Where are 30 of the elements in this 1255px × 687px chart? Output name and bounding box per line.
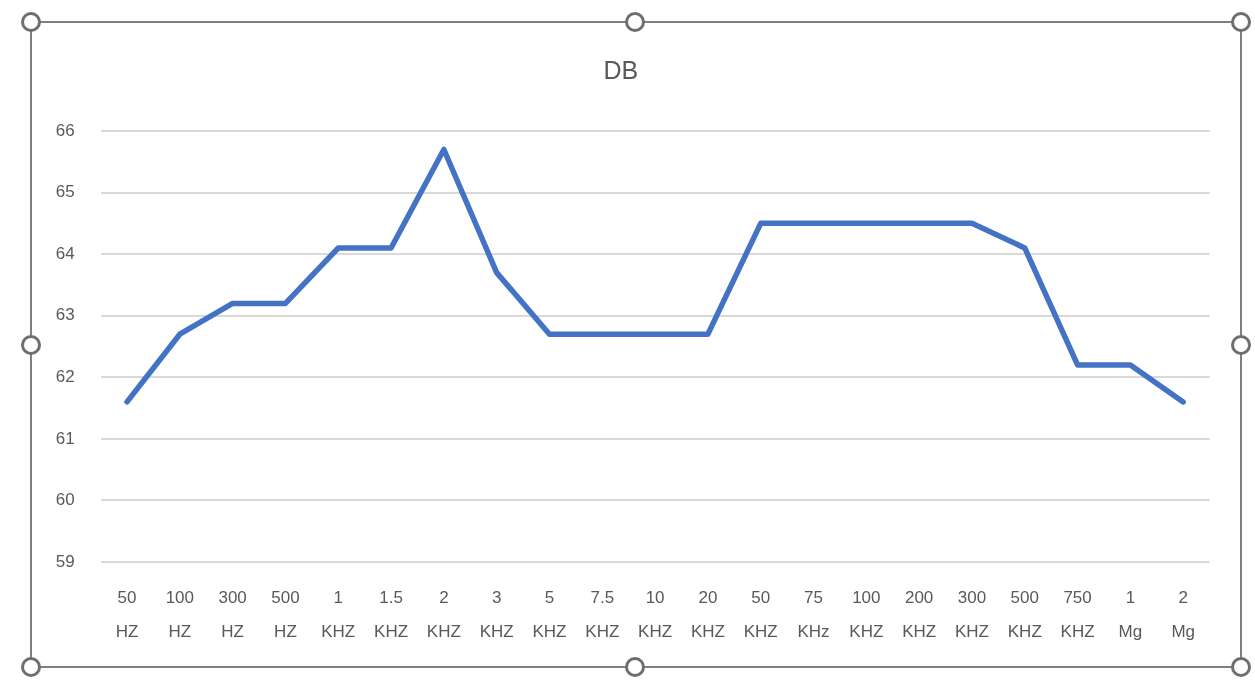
y-tick-label: 66	[55, 120, 75, 140]
x-tick-label: 500 KHZ	[1007, 587, 1042, 641]
x-tick-label: 1.5 KHZ	[374, 587, 409, 641]
y-tick-label: 62	[55, 366, 75, 386]
x-tick-label: 50 HZ	[115, 587, 139, 641]
y-tick-label: 63	[55, 305, 75, 325]
x-tick-label: 1 Mg	[1118, 587, 1143, 641]
x-tick-label: 500 HZ	[271, 587, 300, 641]
y-tick-label: 59	[55, 551, 75, 571]
y-tick-label: 60	[55, 490, 75, 510]
x-tick-label: 1 KHZ	[321, 587, 356, 641]
x-tick-label: 2 Mg	[1171, 587, 1196, 641]
x-tick-label: 200 KHZ	[902, 587, 937, 641]
x-tick-label: 10 KHZ	[638, 587, 673, 641]
x-tick-label: 2 KHZ	[426, 587, 461, 641]
y-tick-label: 61	[55, 428, 75, 448]
x-tick-label: 3 KHZ	[479, 587, 514, 641]
x-tick-label: 50 KHZ	[743, 587, 778, 641]
x-tick-label: 20 KHZ	[690, 587, 725, 641]
chart-title: DB	[603, 55, 639, 84]
y-tick-label: 64	[55, 243, 75, 263]
x-tick-label: 300 KHZ	[954, 587, 989, 641]
x-tick-label: 100 HZ	[165, 587, 194, 641]
x-tick-label: 750 KHZ	[1060, 587, 1095, 641]
y-tick-label: 65	[55, 182, 75, 202]
x-tick-label: 300 HZ	[218, 587, 247, 641]
x-tick-label: 100 KHZ	[849, 587, 884, 641]
x-tick-label: 7.5 KHZ	[585, 587, 620, 641]
x-tick-label: 5 KHZ	[532, 587, 567, 641]
x-tick-label: 75 KHz	[797, 587, 830, 641]
